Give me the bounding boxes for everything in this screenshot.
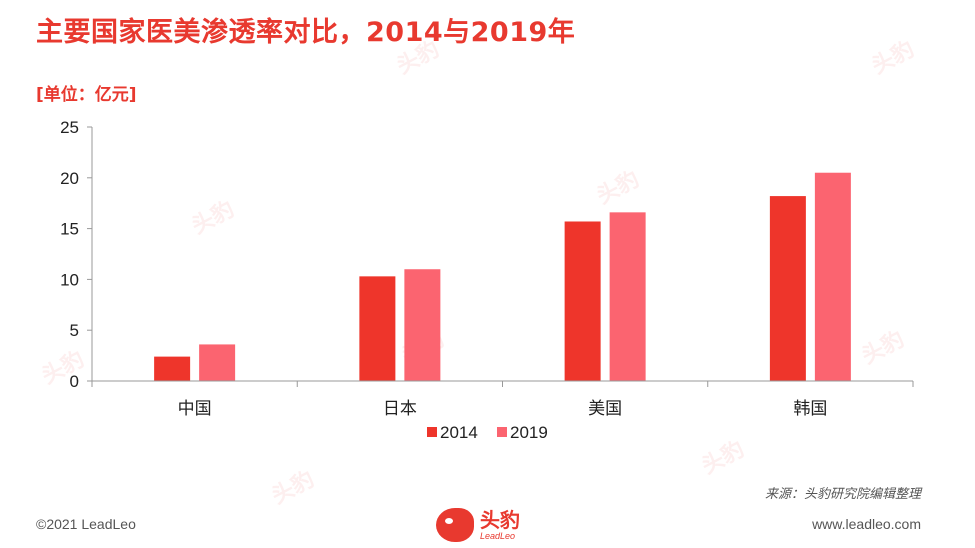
page-title: 主要国家医美渗透率对比，2014与2019年 <box>36 17 576 48</box>
unit-label: [单位：亿元] <box>36 85 137 105</box>
bar-2014 <box>769 196 806 381</box>
legend: 2014 2019 <box>427 423 548 442</box>
legend-label: 2019 <box>510 423 548 442</box>
footer-copyright: ©2021 LeadLeo <box>36 516 136 532</box>
y-tick-label: 15 <box>60 220 79 239</box>
x-tick-label: 中国 <box>178 399 212 419</box>
y-tick-label: 20 <box>60 169 79 188</box>
x-tick-label: 美国 <box>588 399 622 419</box>
bar-2014 <box>359 276 396 381</box>
y-tick-label: 0 <box>70 372 79 391</box>
bar-2019 <box>814 172 851 381</box>
legend-swatch-2019 <box>497 427 507 437</box>
legend-swatch-2014 <box>427 427 437 437</box>
y-tick-label: 25 <box>60 118 79 137</box>
footer-url[interactable]: www.leadleo.com <box>812 516 921 532</box>
bar-2014 <box>564 221 601 381</box>
legend-label: 2014 <box>440 423 478 442</box>
leopard-icon <box>436 508 474 542</box>
logo-text-en: LeadLeo <box>480 530 516 541</box>
y-tick-label: 5 <box>70 321 79 340</box>
bar-2019 <box>609 212 646 381</box>
x-tick-label: 韩国 <box>793 399 827 419</box>
leadleo-logo: 头豹 LeadLeo <box>436 505 546 545</box>
bar-2019 <box>199 344 236 381</box>
source-note: 来源：头豹研究院编辑整理 <box>764 487 921 502</box>
logo-text-cn: 头豹 <box>480 507 520 532</box>
x-tick-label: 日本 <box>383 399 417 419</box>
bar-2019 <box>404 269 441 381</box>
x-axis: 中国 日本 美国 韩国 <box>91 380 914 419</box>
y-tick-label: 10 <box>60 270 79 289</box>
y-axis: 0 5 10 15 20 25 <box>60 118 93 391</box>
bars <box>154 172 851 381</box>
bar-2014 <box>154 356 191 381</box>
